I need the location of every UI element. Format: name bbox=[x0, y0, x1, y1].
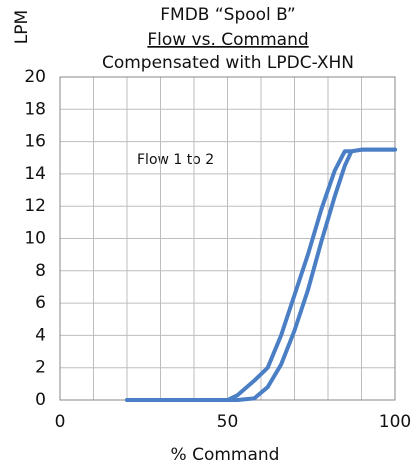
x-tick-label: 50 bbox=[217, 412, 239, 432]
x-axis-label: % Command bbox=[171, 445, 280, 465]
y-tick-label: 10 bbox=[24, 229, 46, 249]
y-tick-label: 12 bbox=[24, 196, 46, 216]
y-tick-label: 6 bbox=[35, 293, 46, 313]
y-tick-label: 8 bbox=[35, 261, 46, 281]
chart-title: Compensated with LPDC-XHN bbox=[102, 53, 354, 73]
y-tick-label: 0 bbox=[35, 390, 46, 410]
y-tick-label: 20 bbox=[24, 67, 46, 87]
annotation: Flow 1 to 2 bbox=[137, 152, 214, 168]
chart-title: FMDB “Spool B” bbox=[160, 5, 295, 25]
chart-title: Flow vs. Command bbox=[147, 30, 308, 50]
x-tick-label: 100 bbox=[379, 412, 411, 432]
y-tick-label: 18 bbox=[24, 99, 46, 119]
y-tick-label: 2 bbox=[35, 358, 46, 378]
y-axis-label: LPM bbox=[12, 10, 32, 44]
y-tick-label: 14 bbox=[24, 164, 46, 184]
y-tick-label: 16 bbox=[24, 132, 46, 152]
data-line bbox=[125, 147, 397, 402]
x-tick-label: 0 bbox=[55, 412, 66, 432]
y-tick-label: 4 bbox=[35, 325, 46, 345]
